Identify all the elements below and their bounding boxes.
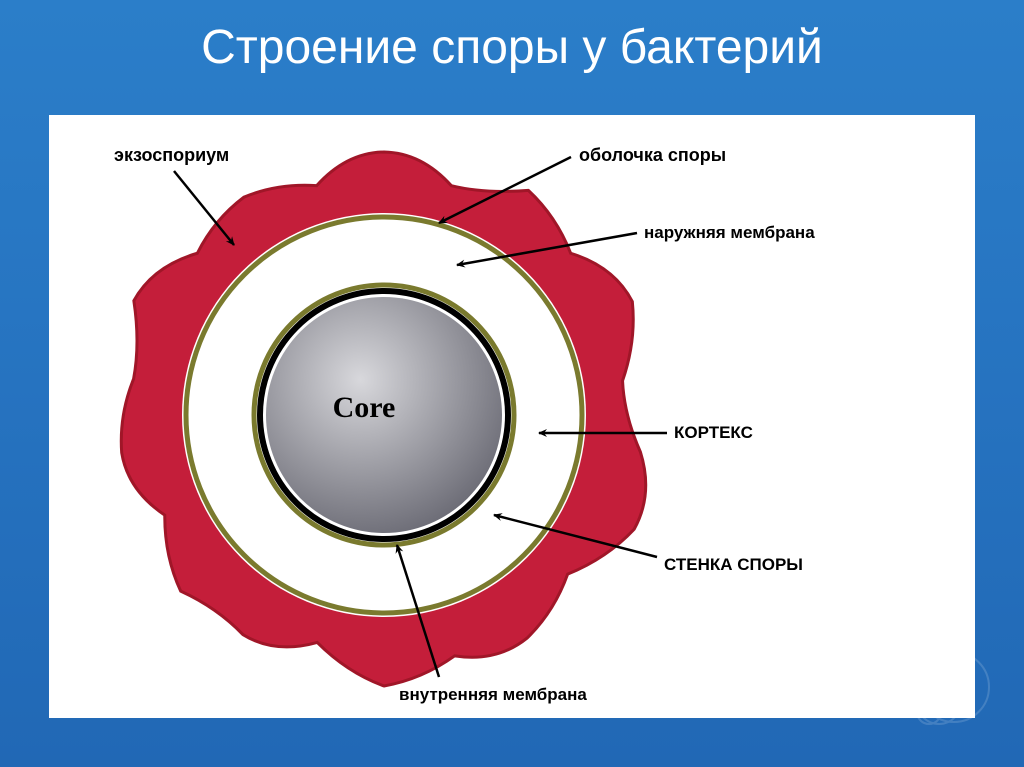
label-cortex: КОРТЕКС bbox=[674, 423, 753, 443]
watermark-icon bbox=[884, 627, 994, 737]
diagram-container: Core экзоспориум оболочка споры наружняя м… bbox=[49, 115, 975, 718]
label-outer-membrane: наружняя мембрана bbox=[644, 223, 815, 243]
spore-diagram: Core bbox=[49, 115, 975, 718]
slide: Строение споры у бактерий bbox=[0, 0, 1024, 767]
label-exosporium: экзоспориум bbox=[114, 145, 229, 166]
slide-title: Строение споры у бактерий bbox=[0, 0, 1024, 75]
label-inner-membrane: внутренняя мембрана bbox=[399, 685, 587, 705]
core-label: Core bbox=[333, 391, 396, 424]
label-spore-coat: оболочка споры bbox=[579, 145, 726, 166]
label-spore-wall: СТЕНКА СПОРЫ bbox=[664, 555, 803, 575]
arrow-exosporium bbox=[174, 171, 234, 245]
